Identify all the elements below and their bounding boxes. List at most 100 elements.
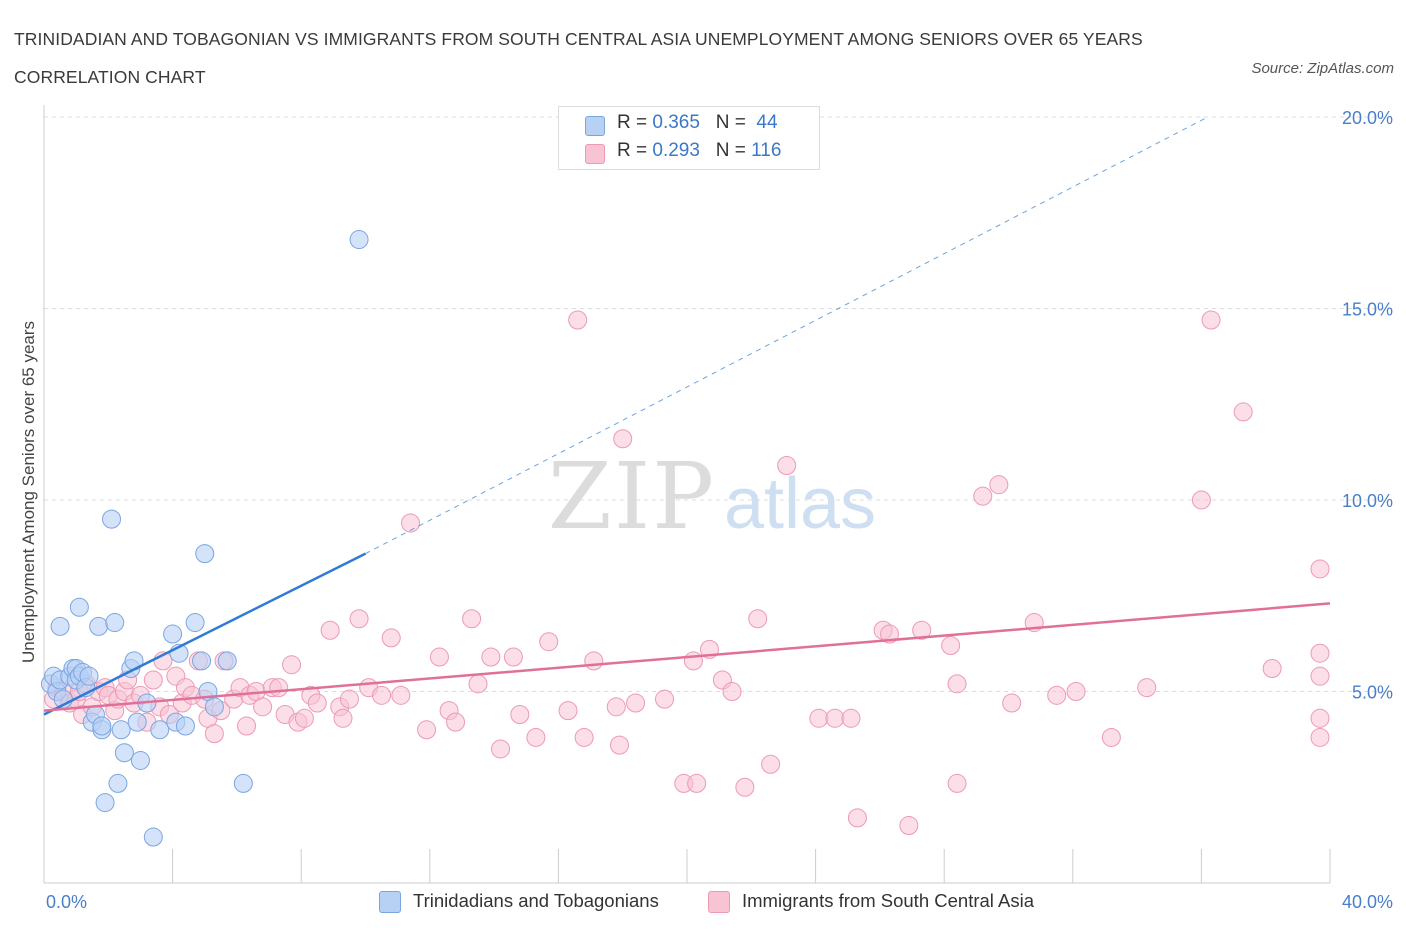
data-point-immigrants	[237, 716, 257, 736]
data-point-immigrants	[307, 693, 327, 713]
data-point-trinidadians	[111, 720, 131, 740]
data-point-immigrants	[1201, 310, 1221, 330]
data-point-immigrants	[503, 647, 523, 667]
data-point-trinidadians	[349, 230, 369, 250]
data-point-immigrants	[722, 682, 742, 701]
y-tick-label: 15.0%	[1342, 300, 1393, 320]
legend-r-label: R =	[617, 112, 653, 133]
data-point-immigrants	[947, 674, 967, 694]
data-point-immigrants	[654, 689, 674, 709]
data-point-immigrants	[539, 632, 559, 652]
data-point-immigrants	[510, 704, 530, 724]
data-point-immigrants	[282, 655, 302, 675]
data-point-immigrants	[947, 773, 967, 793]
bottom-legend-swatch-pink	[708, 891, 730, 913]
data-point-immigrants	[912, 620, 932, 640]
data-point-trinidadians	[50, 616, 70, 636]
data-point-immigrants	[1262, 659, 1282, 679]
data-point-trinidadians	[217, 651, 237, 671]
watermark-zip: ZIP	[548, 443, 716, 550]
data-point-immigrants	[320, 620, 340, 640]
data-point-immigrants	[204, 724, 224, 744]
data-point-trinidadians	[108, 773, 128, 793]
legend-n-value: 116	[751, 140, 782, 161]
data-point-immigrants	[1066, 682, 1086, 701]
data-point-immigrants	[735, 777, 755, 797]
data-point-immigrants	[339, 689, 359, 709]
data-point-trinidadians	[105, 613, 125, 633]
data-point-immigrants	[1137, 678, 1157, 698]
trend-line-trinidadians	[43, 552, 367, 716]
data-point-immigrants	[761, 754, 781, 774]
data-point-trinidadians	[79, 666, 99, 686]
trend-line-trinidadians-extension	[365, 116, 1209, 555]
data-point-trinidadians	[127, 712, 147, 732]
trend-lines	[43, 116, 1331, 716]
data-point-trinidadians	[95, 793, 115, 813]
data-point-immigrants	[1310, 666, 1330, 686]
chart-title: TRINIDADIAN AND TOBAGONIAN VS IMMIGRANTS…	[14, 29, 1143, 87]
data-point-trinidadians	[89, 616, 109, 636]
series-trinidadians-points	[40, 230, 369, 847]
y-axis-label: Unemployment Among Seniors over 65 years	[19, 321, 38, 663]
data-point-immigrants	[253, 697, 273, 717]
data-point-trinidadians	[195, 544, 215, 564]
data-point-immigrants	[748, 609, 768, 629]
watermark-atlas: atlas	[724, 464, 876, 544]
data-point-immigrants	[899, 816, 919, 836]
data-point-immigrants	[417, 720, 437, 740]
y-tick-label: 5.0%	[1352, 683, 1393, 703]
data-point-immigrants	[626, 693, 646, 713]
legend-box: R = 0.365 N = 44 R = 0.293 N = 116	[558, 106, 820, 170]
legend-swatch-blue	[585, 116, 605, 136]
data-point-immigrants	[1310, 727, 1330, 747]
chart-source: Source: ZipAtlas.com	[1251, 60, 1394, 77]
data-point-immigrants	[973, 486, 993, 506]
data-point-immigrants	[584, 651, 604, 671]
axes	[43, 105, 1331, 884]
data-point-immigrants	[1047, 685, 1067, 705]
y-tick-label: 10.0%	[1342, 491, 1393, 511]
data-point-trinidadians	[130, 750, 150, 770]
data-point-immigrants	[989, 475, 1009, 495]
data-point-immigrants	[349, 609, 369, 629]
data-point-immigrants	[777, 456, 797, 476]
legend-swatch-pink	[585, 144, 605, 164]
data-point-immigrants	[1002, 693, 1022, 713]
data-point-immigrants	[333, 708, 353, 728]
data-point-immigrants	[391, 685, 411, 705]
legend-r-value: 0.293	[652, 140, 700, 161]
data-point-immigrants	[1310, 708, 1330, 728]
data-point-trinidadians	[150, 720, 170, 740]
data-point-immigrants	[446, 712, 466, 732]
data-point-trinidadians	[185, 613, 205, 633]
legend-r-value: 0.365	[652, 112, 700, 133]
data-point-trinidadians	[114, 743, 134, 763]
data-point-trinidadians	[204, 697, 224, 717]
data-point-immigrants	[462, 609, 482, 629]
x-tick-label-min: 0.0%	[46, 892, 87, 912]
legend-n-label: N =	[715, 140, 752, 161]
data-point-immigrants	[526, 727, 546, 747]
data-point-immigrants	[1310, 643, 1330, 663]
tick-labels: 5.0% 10.0% 15.0% 20.0% 0.0% 40.0%	[46, 108, 1393, 912]
data-point-immigrants	[568, 310, 588, 330]
data-point-trinidadians	[102, 509, 122, 529]
grid-lines	[44, 116, 1395, 692]
data-point-immigrants	[143, 670, 163, 690]
data-point-immigrants	[372, 685, 392, 705]
data-point-immigrants	[269, 678, 289, 698]
data-point-immigrants	[381, 628, 401, 648]
data-point-immigrants	[1191, 490, 1211, 510]
data-point-immigrants	[558, 701, 578, 721]
data-point-immigrants	[841, 708, 861, 728]
data-point-immigrants	[1101, 727, 1121, 747]
data-point-trinidadians	[143, 827, 163, 847]
y-tick-label: 20.0%	[1342, 108, 1393, 128]
data-point-immigrants	[683, 651, 703, 671]
x-tick-label-max: 40.0%	[1342, 892, 1393, 912]
data-point-immigrants	[825, 708, 845, 728]
data-point-immigrants	[941, 636, 961, 656]
data-point-immigrants	[606, 697, 626, 717]
